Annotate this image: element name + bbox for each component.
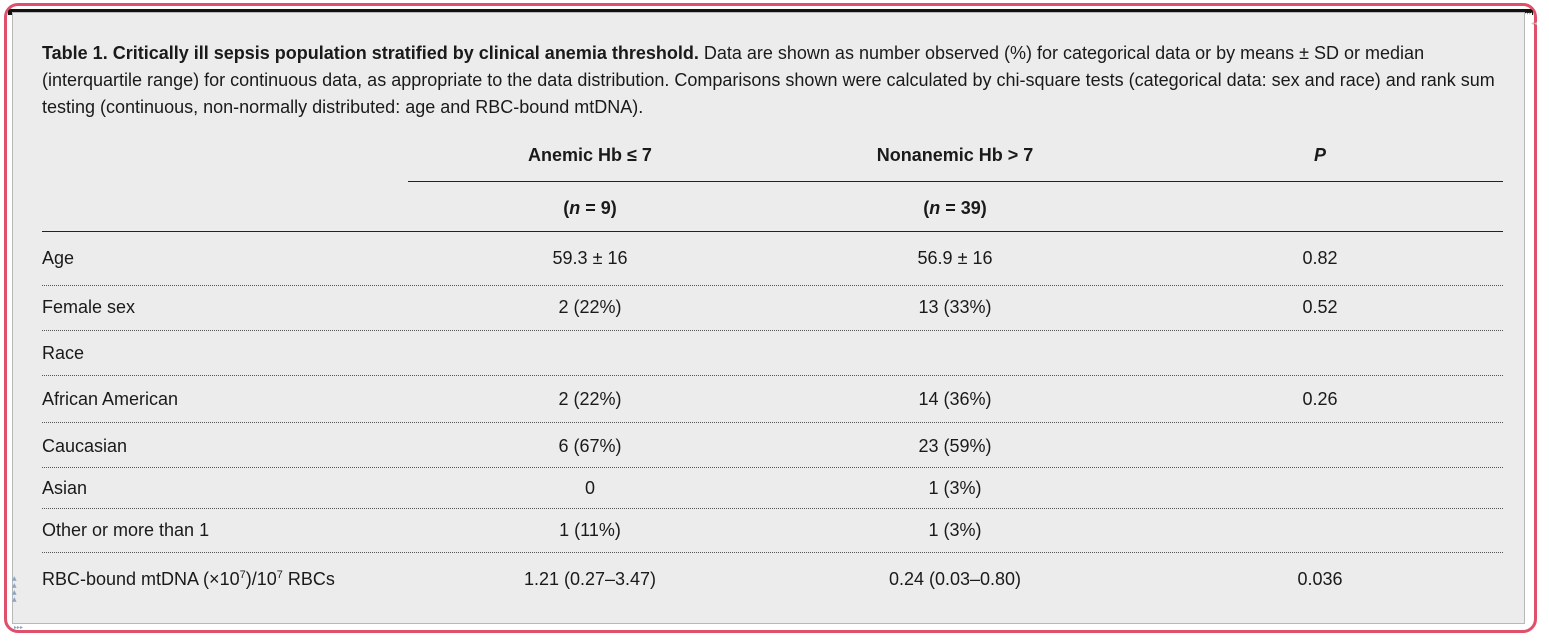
row-anemic: 0 xyxy=(584,478,595,498)
header-p: P xyxy=(1313,145,1326,165)
row-anemic: 1 (11%) xyxy=(559,520,621,540)
row-label: Other or more than 1 xyxy=(42,520,210,540)
row-anemic: 2 (22%) xyxy=(558,297,622,317)
row-nonanemic: 56.9 ± 16 xyxy=(917,248,993,268)
row-p: 0.82 xyxy=(1302,248,1338,268)
header-rule xyxy=(408,181,1503,182)
row-p: 0.26 xyxy=(1302,389,1338,409)
header-anemic-n: (n = 9) xyxy=(563,198,617,218)
table-panel xyxy=(12,12,1525,624)
header-anemic: Anemic Hb ≤ 7 xyxy=(528,145,652,165)
row-divider xyxy=(42,508,1503,509)
row-nonanemic: 1 (3%) xyxy=(928,478,982,498)
row-divider xyxy=(42,422,1503,423)
row-label: Female sex xyxy=(42,297,136,317)
row-nonanemic: 1 (3%) xyxy=(928,520,982,540)
row-nonanemic: 13 (33%) xyxy=(918,297,992,317)
row-label: Asian xyxy=(42,478,88,498)
table-title: Table 1. Critically ill sepsis populatio… xyxy=(42,43,699,63)
side-arrows-icon: ▲▲▲▲ xyxy=(12,575,17,603)
row-p: 0.52 xyxy=(1302,297,1338,317)
row-anemic: 59.3 ± 16 xyxy=(552,248,628,268)
row-label: Age xyxy=(42,248,75,268)
row-label: Caucasian xyxy=(42,436,128,456)
row-divider xyxy=(42,467,1503,468)
right-scroll-icon: ◂◂ xyxy=(1530,20,1537,27)
row-label: African American xyxy=(42,389,179,409)
row-anemic: 6 (67%) xyxy=(558,436,622,456)
row-label: RBC-bound mtDNA (×107)/107 RBCs xyxy=(42,569,335,589)
table-caption: Table 1. Critically ill sepsis populatio… xyxy=(42,40,1512,121)
row-divider xyxy=(42,330,1503,331)
row-nonanemic: 14 (36%) xyxy=(918,389,992,409)
header-bottom-rule xyxy=(42,231,1503,232)
row-nonanemic: 0.24 (0.03–0.80) xyxy=(888,569,1022,589)
header-nonanemic: Nonanemic Hb > 7 xyxy=(876,145,1034,165)
table-description: Data are shown as number observed (%) fo… xyxy=(42,43,1495,117)
bottom-arrows-icon: ▸▸▸ xyxy=(14,624,24,631)
row-divider xyxy=(42,552,1503,553)
row-anemic: 1.21 (0.27–3.47) xyxy=(523,569,657,589)
row-p: 0.036 xyxy=(1297,569,1343,589)
header-nonanemic-n: (n = 39) xyxy=(923,198,987,218)
row-label: Race xyxy=(42,343,85,363)
row-anemic: 2 (22%) xyxy=(558,389,622,409)
corner-arrows-icon: ◂◂◂ xyxy=(1523,10,1531,18)
row-nonanemic: 23 (59%) xyxy=(918,436,992,456)
row-divider xyxy=(42,375,1503,376)
row-divider xyxy=(42,285,1503,286)
